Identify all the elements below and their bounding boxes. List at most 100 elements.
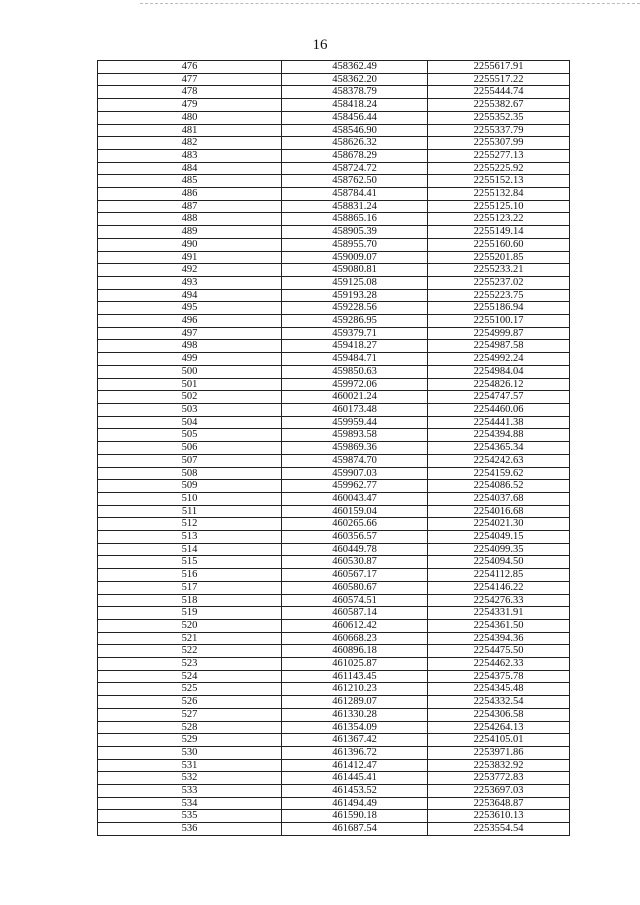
y-coordinate-cell: 2254146.22	[427, 580, 570, 595]
point-number-cell: 524	[97, 669, 282, 684]
table-row: 494 459193.28 2255223.75	[97, 288, 570, 303]
x-coordinate-cell: 461354.09	[281, 720, 428, 735]
point-number-cell: 529	[97, 733, 282, 747]
x-coordinate-cell: 459228.56	[281, 301, 428, 316]
point-number-cell: 536	[97, 822, 282, 836]
y-coordinate-cell: 2254037.68	[427, 491, 570, 506]
x-coordinate-cell: 458724.72	[281, 161, 428, 176]
table-row: 477 458362.20 2255517.22	[97, 72, 570, 87]
x-coordinate-cell: 459484.71	[281, 352, 428, 366]
x-coordinate-cell: 461330.28	[281, 707, 428, 722]
x-coordinate-cell: 460021.24	[281, 390, 428, 404]
x-coordinate-cell: 458418.24	[281, 98, 428, 112]
y-coordinate-cell: 2255223.75	[427, 288, 570, 303]
table-row: 488 458865.16 2255123.22	[97, 212, 570, 227]
y-coordinate-cell: 2254992.24	[427, 352, 570, 366]
x-coordinate-cell: 458762.50	[281, 174, 428, 189]
y-coordinate-cell: 2254332.54	[427, 695, 570, 709]
x-coordinate-cell: 458362.49	[281, 60, 428, 74]
point-number-cell: 532	[97, 771, 282, 786]
y-coordinate-cell: 2255382.67	[427, 98, 570, 112]
table-row: 476 458362.49 2255617.91	[97, 60, 570, 74]
point-number-cell: 482	[97, 136, 282, 150]
x-coordinate-cell: 459286.95	[281, 314, 428, 328]
x-coordinate-cell: 460896.18	[281, 644, 428, 659]
table-row: 517 460580.67 2254146.22	[97, 580, 570, 595]
y-coordinate-cell: 2254747.57	[427, 390, 570, 404]
x-coordinate-cell: 459869.36	[281, 441, 428, 455]
x-coordinate-cell: 461453.52	[281, 784, 428, 798]
x-coordinate-cell: 458378.79	[281, 85, 428, 100]
x-coordinate-cell: 461210.23	[281, 682, 428, 697]
x-coordinate-cell: 461494.49	[281, 796, 428, 811]
y-coordinate-cell: 2255237.02	[427, 275, 570, 290]
x-coordinate-cell: 459418.27	[281, 339, 428, 354]
point-number-cell: 523	[97, 657, 282, 671]
table-row: 528 461354.09 2254264.13	[97, 720, 570, 735]
point-number-cell: 492	[97, 263, 282, 277]
x-coordinate-cell: 460173.48	[281, 402, 428, 417]
y-coordinate-cell: 2253772.83	[427, 771, 570, 786]
y-coordinate-cell: 2255132.84	[427, 187, 570, 201]
table-row: 513 460356.57 2254049.15	[97, 530, 570, 544]
y-coordinate-cell: 2255100.17	[427, 314, 570, 328]
point-number-cell: 480	[97, 110, 282, 125]
x-coordinate-cell: 461412.47	[281, 758, 428, 773]
y-coordinate-cell: 2254361.50	[427, 618, 570, 633]
point-number-cell: 513	[97, 530, 282, 544]
y-coordinate-cell: 2253971.86	[427, 745, 570, 760]
table-row: 509 459962.77 2254086.52	[97, 479, 570, 493]
y-coordinate-cell: 2255617.91	[427, 60, 570, 74]
x-coordinate-cell: 461143.45	[281, 669, 428, 684]
x-coordinate-cell: 461445.41	[281, 771, 428, 786]
point-number-cell: 493	[97, 275, 282, 290]
point-number-cell: 501	[97, 377, 282, 392]
x-coordinate-cell: 459125.08	[281, 275, 428, 290]
point-number-cell: 514	[97, 542, 282, 557]
table-row: 521 460668.23 2254394.36	[97, 631, 570, 646]
table-row: 498 459418.27 2254987.58	[97, 339, 570, 354]
coordinates-table: 476 458362.49 2255617.91 477 458362.20 225551…	[97, 60, 570, 836]
x-coordinate-cell: 460356.57	[281, 530, 428, 544]
x-coordinate-cell: 458831.24	[281, 199, 428, 214]
table-row: 504 459959.44 2254441.38	[97, 415, 570, 430]
x-coordinate-cell: 461396.72	[281, 745, 428, 760]
table-row: 503 460173.48 2254460.06	[97, 402, 570, 417]
y-coordinate-cell: 2254016.68	[427, 504, 570, 519]
x-coordinate-cell: 461367.42	[281, 733, 428, 747]
table-row: 501 459972.06 2254826.12	[97, 377, 570, 392]
point-number-cell: 522	[97, 644, 282, 659]
x-coordinate-cell: 458784.41	[281, 187, 428, 201]
y-coordinate-cell: 2254264.13	[427, 720, 570, 735]
table-row: 483 458678.29 2255277.13	[97, 148, 570, 163]
point-number-cell: 507	[97, 453, 282, 468]
table-row: 492 459080.81 2255233.21	[97, 263, 570, 277]
y-coordinate-cell: 2255149.14	[427, 225, 570, 239]
y-coordinate-cell: 2254276.33	[427, 593, 570, 608]
point-number-cell: 483	[97, 148, 282, 163]
y-coordinate-cell: 2254049.15	[427, 530, 570, 544]
point-number-cell: 512	[97, 517, 282, 532]
table-row: 522 460896.18 2254475.50	[97, 644, 570, 659]
x-coordinate-cell: 458865.16	[281, 212, 428, 227]
y-coordinate-cell: 2255233.21	[427, 263, 570, 277]
x-coordinate-cell: 460612.42	[281, 618, 428, 633]
table-row: 512 460265.66 2254021.30	[97, 517, 570, 532]
table-row: 500 459850.63 2254984.04	[97, 364, 570, 379]
point-number-cell: 531	[97, 758, 282, 773]
table-row: 505 459893.58 2254394.88	[97, 428, 570, 443]
y-coordinate-cell: 2254394.36	[427, 631, 570, 646]
y-coordinate-cell: 2254365.34	[427, 441, 570, 455]
x-coordinate-cell: 461687.54	[281, 822, 428, 836]
table-row: 534 461494.49 2253648.87	[97, 796, 570, 811]
x-coordinate-cell: 458546.90	[281, 123, 428, 138]
table-row: 519 460587.14 2254331.91	[97, 606, 570, 620]
point-number-cell: 502	[97, 390, 282, 404]
point-number-cell: 506	[97, 441, 282, 455]
table-row: 520 460612.42 2254361.50	[97, 618, 570, 633]
point-number-cell: 515	[97, 555, 282, 570]
table-row: 484 458724.72 2255225.92	[97, 161, 570, 176]
x-coordinate-cell: 460449.78	[281, 542, 428, 557]
y-coordinate-cell: 2255337.79	[427, 123, 570, 138]
y-coordinate-cell: 2254021.30	[427, 517, 570, 532]
